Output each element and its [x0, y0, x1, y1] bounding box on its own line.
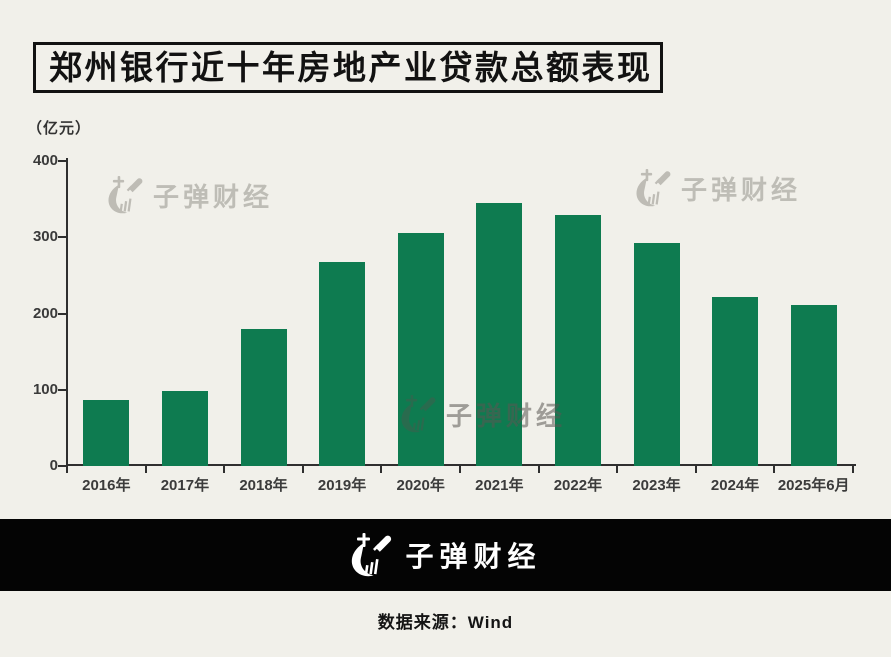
bar-2019年	[319, 262, 366, 466]
x-tick	[537, 466, 540, 473]
bar-2016年	[83, 399, 130, 466]
x-tick	[66, 466, 68, 473]
y-tick-label: 200	[32, 304, 58, 322]
bar-2023年	[633, 243, 680, 466]
x-category-label: 2024年	[710, 477, 760, 494]
x-tick	[380, 466, 383, 473]
y-axis	[66, 158, 68, 466]
bar-chart: 0 100 200 300 400 2016年 2017年 2018年 2019年 2020年 20…	[32, 152, 856, 494]
x-category-label: 2021年	[475, 477, 524, 494]
x-tick	[694, 466, 697, 473]
y-tick	[58, 388, 66, 391]
bar-2018年	[240, 328, 287, 466]
x-category-label: 2019年	[317, 477, 367, 494]
chart-title: 郑州银行近十年房地产业贷款总额表现	[49, 49, 653, 86]
y-tick-label: 0	[49, 457, 58, 474]
bar-2022年	[554, 215, 601, 466]
x-category-label: 2020年	[396, 477, 445, 494]
x-tick	[144, 466, 147, 473]
footer-bar: 子弹财经	[0, 519, 891, 591]
footer-brand-text: 子弹财经	[405, 541, 542, 572]
x-tick	[301, 466, 304, 473]
bar-2017年	[161, 390, 208, 466]
y-tick	[58, 465, 66, 467]
x-category-label: 2018年	[239, 477, 288, 494]
x-tick	[459, 466, 461, 473]
bar-2025年6月	[790, 305, 837, 466]
x-category-label: 2022年	[553, 477, 603, 494]
y-tick	[58, 312, 66, 315]
x-category-label: 2016年	[82, 477, 131, 494]
x-tick	[773, 466, 776, 473]
x-axis	[66, 464, 856, 466]
x-tick	[223, 466, 226, 473]
bar-2021年	[476, 202, 523, 466]
bullet-logo-icon	[352, 533, 392, 577]
x-tick	[616, 466, 619, 473]
bar-2020年	[397, 232, 444, 466]
x-category-label: 2017年	[160, 477, 210, 494]
x-tick	[852, 466, 854, 473]
y-tick	[58, 160, 66, 162]
y-tick-label: 400	[32, 152, 58, 169]
source-caption: 数据来源：Wind	[377, 613, 514, 632]
bar-2024年	[712, 296, 759, 466]
axis-unit-label: （亿元）	[27, 120, 92, 137]
y-tick-label: 100	[32, 380, 58, 398]
x-category-label: 2023年	[632, 477, 681, 494]
x-category-label: 2025年6月	[777, 477, 850, 494]
chart-title-box: 郑州银行近十年房地产业贷款总额表现	[33, 42, 663, 93]
y-tick-label: 300	[32, 228, 58, 246]
y-tick	[58, 236, 66, 239]
